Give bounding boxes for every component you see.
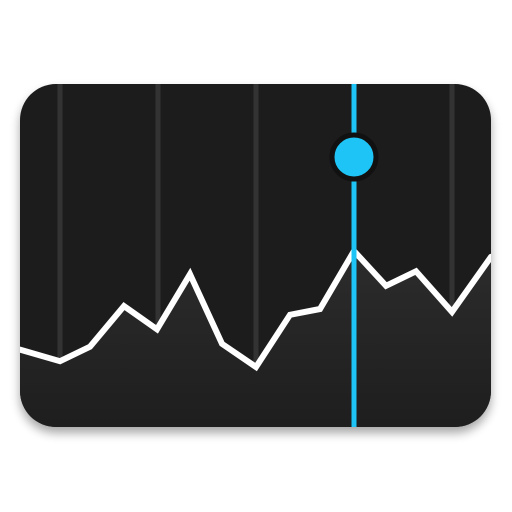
area-under-line — [20, 251, 491, 427]
gridline — [253, 84, 259, 427]
gridline — [155, 84, 161, 427]
gridline — [57, 84, 63, 427]
gridline — [449, 84, 455, 427]
price-line — [20, 245, 491, 372]
highlight-point-marker — [329, 132, 379, 182]
